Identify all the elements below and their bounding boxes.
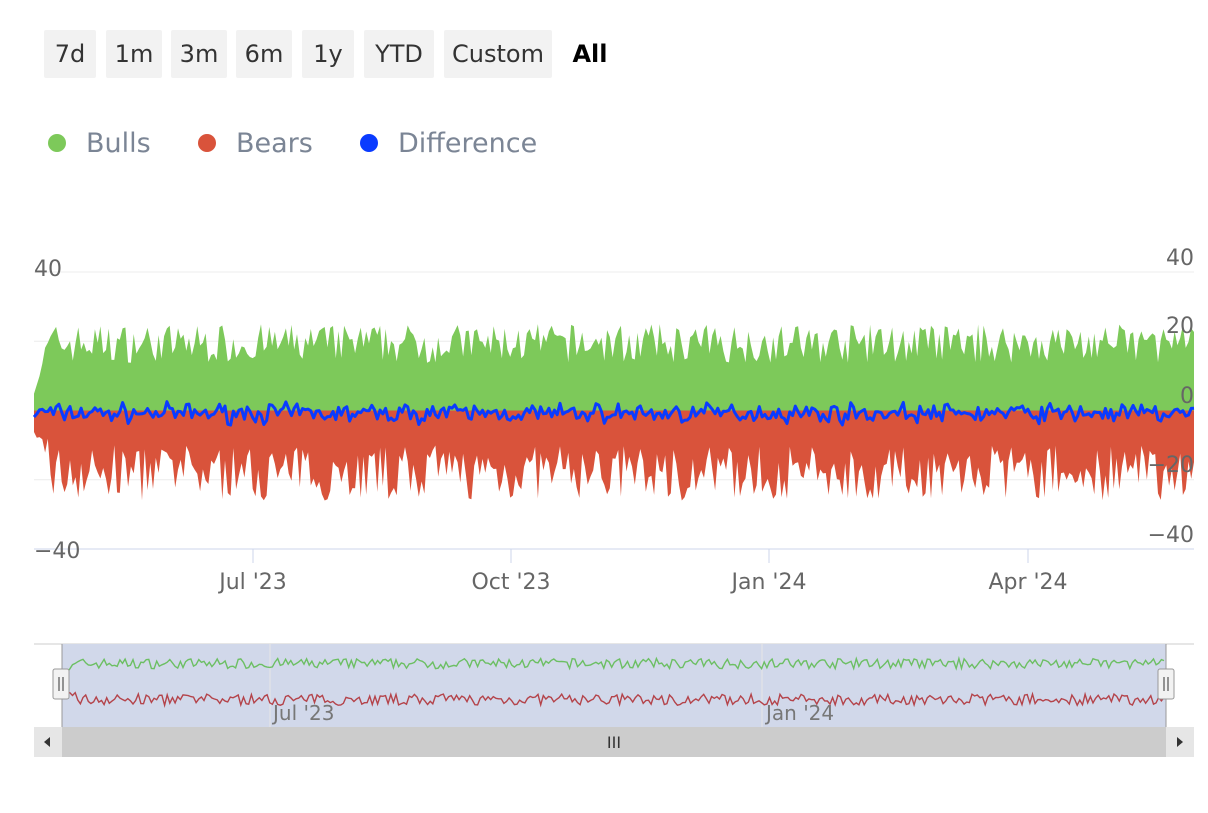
legend-dot-difference xyxy=(360,133,378,152)
legend-dot-bears xyxy=(198,133,216,152)
legend-item-bulls[interactable]: Bulls xyxy=(48,124,151,164)
x-tick-label: Jan '24 xyxy=(730,570,807,595)
scrollbar-right-button[interactable] xyxy=(1166,727,1194,757)
range-button-ytd[interactable]: YTD xyxy=(364,30,434,78)
y-right-tick-label: 40 xyxy=(1166,246,1194,271)
range-button-all[interactable]: All xyxy=(572,40,608,68)
y-left-tick-label: 40 xyxy=(34,257,62,282)
range-button-1m[interactable]: 1m xyxy=(106,30,162,78)
x-tick-label: Jul '23 xyxy=(217,570,287,595)
navigator-label: Jan '24 xyxy=(764,701,834,725)
series-bears-area xyxy=(34,410,1194,501)
legend-label-bears: Bears xyxy=(236,128,313,159)
range-button-3m[interactable]: 3m xyxy=(171,30,227,78)
axes: Jul '23 Oct '23 Jan '24 Apr '24 40 −40 40 20 0 −2… xyxy=(34,246,1194,595)
y-left-tick-label: −40 xyxy=(34,539,80,564)
navigator-left-handle[interactable] xyxy=(52,668,70,700)
y-right-tick-label: −20 xyxy=(1148,453,1194,478)
y-right-tick-label: −40 xyxy=(1148,523,1194,548)
range-button-7d[interactable]: 7d xyxy=(44,30,96,78)
legend-label-difference: Difference xyxy=(398,128,538,159)
navigator-series-bulls xyxy=(61,655,1165,678)
scrollbar-grip: III xyxy=(607,733,621,752)
scrollbar-thumb[interactable] xyxy=(62,727,1166,757)
x-tick-label: Oct '23 xyxy=(471,570,550,595)
legend-dot-bulls xyxy=(48,133,66,152)
x-tick-label: Apr '24 xyxy=(988,570,1067,595)
range-button-6m[interactable]: 6m xyxy=(236,30,292,78)
navigator-right-handle[interactable] xyxy=(1157,668,1175,700)
plot-area xyxy=(32,271,1195,501)
range-button-1y[interactable]: 1y xyxy=(302,30,354,78)
legend-item-bears[interactable]: Bears xyxy=(198,124,313,164)
y-right-tick-label: 0 xyxy=(1180,384,1194,409)
series-bulls-area xyxy=(34,324,1194,411)
navigator-series-bears xyxy=(61,690,1165,708)
navigator-mask[interactable] xyxy=(62,644,1166,727)
legend-item-difference[interactable]: Difference xyxy=(360,124,537,164)
y-right-tick-label: 20 xyxy=(1166,314,1194,339)
scrollbar-left-button[interactable] xyxy=(34,727,62,757)
range-button-custom[interactable]: Custom xyxy=(444,30,552,78)
series-difference-line xyxy=(32,400,1195,427)
legend-label-bulls: Bulls xyxy=(86,128,151,159)
